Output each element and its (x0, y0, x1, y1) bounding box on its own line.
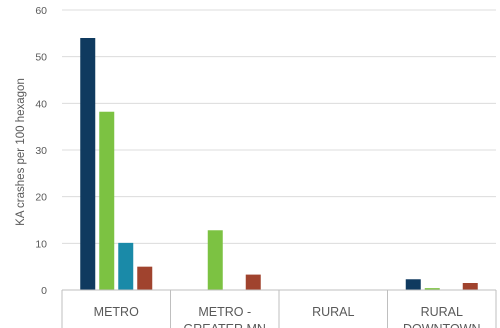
axes (61, 289, 497, 328)
y-tick-label: 50 (35, 52, 47, 64)
x-category-label: RURAL (312, 305, 354, 319)
bar (207, 230, 223, 290)
x-category-label: METRO - (198, 305, 251, 319)
x-category-label: GREATER MN (184, 322, 266, 328)
x-category-labels: METRO METRO - GREATER MN RURAL RURAL DOWNTOWN (94, 305, 481, 328)
bars (80, 38, 478, 290)
x-category-label: METRO (94, 305, 139, 319)
y-axis-title: KA crashes per 100 hexagon (15, 78, 27, 226)
bar (245, 274, 261, 290)
y-tick-label: 0 (41, 285, 47, 297)
y-tick-label: 40 (35, 98, 47, 110)
y-tick-label: 60 (35, 5, 47, 17)
bar (137, 266, 153, 290)
gridlines (62, 9, 496, 244)
bar (405, 279, 421, 290)
bar (80, 38, 96, 290)
x-category-label: RURAL (421, 305, 463, 319)
y-tick-label: 20 (35, 192, 47, 204)
bar (462, 283, 478, 290)
x-category-label: DOWNTOWN (403, 322, 481, 328)
y-tick-label: 10 (35, 238, 47, 250)
bar (424, 288, 440, 290)
bar (118, 242, 134, 290)
y-tick-labels: 0 10 20 30 40 50 60 (35, 5, 47, 297)
bar (99, 111, 115, 290)
y-tick-label: 30 (35, 145, 47, 157)
